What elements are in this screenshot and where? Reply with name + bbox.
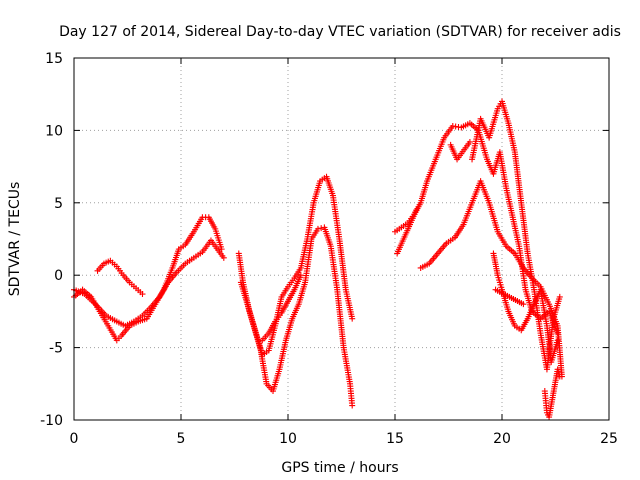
y-tick-label: 5 [54,196,63,212]
data-point [556,293,563,300]
data-point [554,337,561,344]
data-point [520,301,527,308]
x-axis-label: GPS time / hours [281,460,398,476]
y-tick-label: -10 [40,413,63,429]
y-tick-label: 15 [45,51,63,67]
data-point [466,138,473,145]
x-tick-label: 5 [177,431,186,447]
x-tick-label: 25 [600,431,618,447]
x-tick-label: 10 [279,431,297,447]
y-tick-label: 0 [54,268,63,284]
data-point [297,272,304,279]
data-point [220,254,227,261]
data-point [413,207,420,214]
x-tick-label: 15 [386,431,404,447]
data-point [314,225,321,232]
y-tick-labels: -10 -5 0 5 10 15 [40,51,63,429]
y-tick-label: 10 [45,123,63,139]
data-points [71,98,565,421]
grid-lines [74,58,609,420]
data-point [349,402,356,409]
chart-title: Day 127 of 2014, Sidereal Day-to-day VTE… [59,24,621,40]
x-tick-labels: 0 5 10 15 20 25 [70,431,618,447]
y-axis-label: SDTVAR / TECUs [7,182,23,297]
data-point [139,291,146,298]
x-tick-label: 20 [493,431,511,447]
data-point-trace [318,225,325,232]
plot-frame [73,57,610,421]
data-point [349,315,356,322]
x-tick-label: 0 [70,431,79,447]
axis-ticks [73,57,610,421]
y-tick-label: -5 [49,341,63,357]
data-point [556,373,563,380]
